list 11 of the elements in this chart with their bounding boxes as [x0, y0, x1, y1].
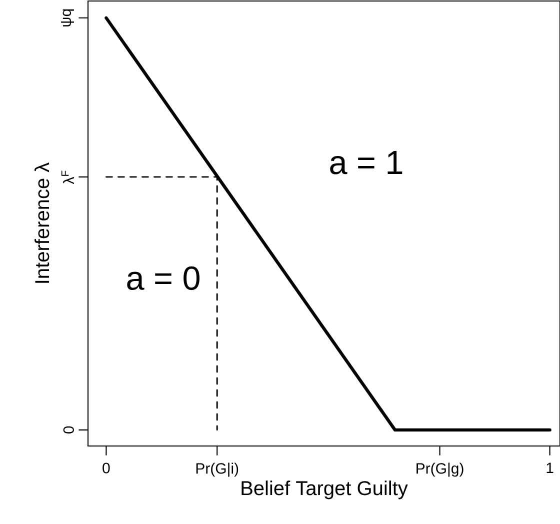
text: 0: [63, 426, 74, 434]
x-tick-label: Pr(G|g): [416, 462, 464, 477]
x-tick-label: Pr(G|i): [196, 462, 238, 477]
annotation: a = 0: [127, 266, 200, 290]
y-axis-title: Interference λ: [34, 162, 50, 283]
text: ψq: [61, 9, 74, 26]
x-tick-label: 0: [102, 462, 110, 474]
x-tick-label: 1: [546, 462, 554, 474]
annotation: a = 1: [330, 151, 402, 174]
text: λ$^{F}$: [61, 170, 74, 184]
x-axis-title: Belief Target Guilty: [242, 480, 408, 500]
